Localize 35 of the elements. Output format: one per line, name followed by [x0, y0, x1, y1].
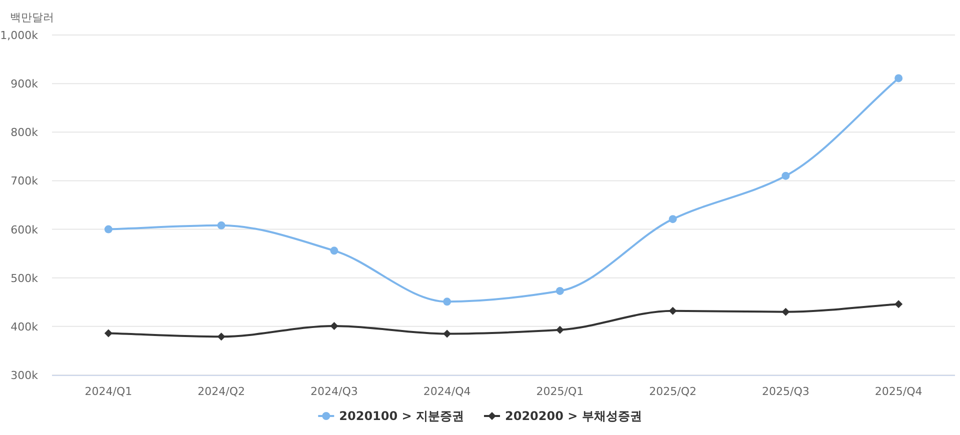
point	[217, 221, 226, 230]
y-tick-label: 600k	[10, 223, 39, 236]
point	[104, 329, 112, 338]
point	[217, 332, 226, 341]
point	[443, 298, 452, 306]
point	[894, 74, 903, 82]
y-tick-label: 700k	[10, 174, 39, 188]
legend-label: 2020200 > 부채성증권	[505, 409, 642, 423]
legend-label: 2020100 > 지분증권	[339, 409, 464, 423]
y-axis-title: 백만달러	[10, 11, 54, 24]
y-tick-label: 900k	[10, 78, 39, 91]
point	[556, 326, 564, 334]
point	[104, 225, 112, 234]
x-tick-label: 2025/Q4	[874, 385, 922, 398]
point	[443, 330, 452, 338]
x-tick-label: 2024/Q3	[310, 385, 358, 398]
point	[668, 306, 677, 315]
point	[330, 322, 338, 330]
x-tick-label: 2025/Q2	[649, 385, 696, 398]
x-tick-label: 2025/Q1	[536, 385, 584, 398]
x-tick-label: 2024/Q4	[423, 385, 471, 398]
y-tick-label: 300k	[10, 369, 39, 382]
x-tick-label: 2024/Q2	[198, 385, 245, 398]
point	[668, 215, 677, 224]
point	[330, 246, 338, 255]
point	[782, 172, 790, 180]
x-tick-label: 2025/Q3	[762, 385, 810, 398]
point	[894, 300, 903, 308]
point	[556, 286, 564, 295]
y-tick-label: 800k	[10, 126, 39, 140]
y-tick-label: 400k	[10, 320, 39, 334]
y-tick-label: 1,000k	[0, 29, 39, 42]
y-tick-label: 500k	[10, 272, 39, 285]
x-tick-label: 2024/Q1	[84, 385, 132, 398]
point	[782, 308, 790, 316]
